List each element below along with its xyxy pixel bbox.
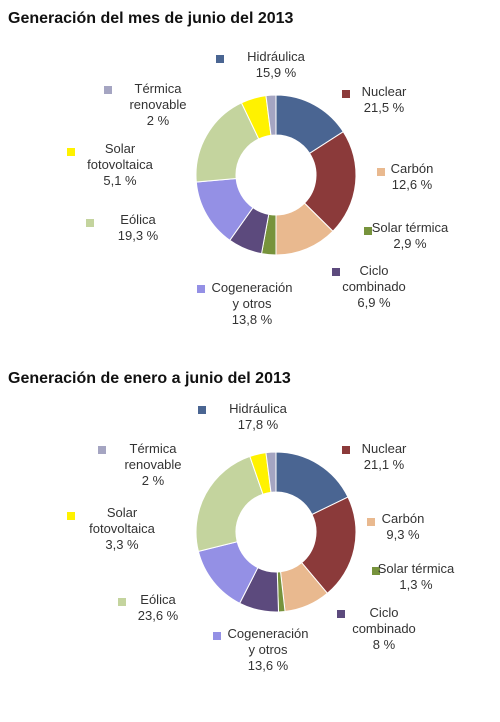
- slice-label: Solar térmica 2,9 %: [372, 220, 449, 251]
- legend-swatch: [332, 268, 340, 276]
- chart-title: Generación de enero a junio del 2013: [8, 370, 291, 387]
- slice-label: Eólica 19,3 %: [118, 212, 159, 243]
- slice-label: Cogeneración y otros 13,6 %: [228, 626, 309, 673]
- legend-swatch: [337, 610, 345, 618]
- legend-swatch: [86, 219, 94, 227]
- slice-label: Térmica renovable 2 %: [124, 441, 181, 488]
- slice-térmica-renovable: [265, 94, 277, 136]
- legend-swatch: [342, 446, 350, 454]
- slice-label: Hidráulica 15,9 %: [247, 49, 306, 80]
- legend-swatch: [342, 90, 350, 98]
- slice-label: Solar fotovoltaica 3,3 %: [89, 505, 156, 552]
- legend-swatch: [98, 446, 106, 454]
- slice-label: Nuclear 21,5 %: [362, 84, 407, 115]
- legend-swatch: [377, 168, 385, 176]
- slice-térmica-renovable: [265, 451, 277, 493]
- slice-label: Eólica 23,6 %: [138, 592, 179, 623]
- legend-swatch: [216, 55, 224, 63]
- slice-label: Ciclo combinado 8 %: [352, 605, 416, 652]
- legend-swatch: [67, 148, 75, 156]
- slice-label: Solar fotovoltaica 5,1 %: [87, 141, 154, 188]
- donut-chart-june: Hidráulica 15,9 % Nuclear 21,5 % Carbón 12,6 …: [67, 49, 449, 327]
- slice-label: Solar térmica 1,3 %: [378, 561, 455, 592]
- slice-label: Ciclo combinado 6,9 %: [342, 263, 406, 310]
- slice-label: Carbón 9,3 %: [382, 511, 425, 542]
- legend-swatch: [118, 598, 126, 606]
- slice-eólica: [195, 455, 264, 553]
- legend-swatch: [372, 567, 380, 575]
- legend-swatch: [367, 518, 375, 526]
- legend-swatch: [198, 406, 206, 414]
- slice-label: Térmica renovable 2 %: [129, 81, 186, 128]
- slice-label: Nuclear 21,1 %: [362, 441, 407, 472]
- chart-june: Generación del mes de junio del 2013 Hid…: [0, 0, 500, 360]
- slice-label: Cogeneración y otros 13,8 %: [212, 280, 293, 327]
- legend-swatch: [104, 86, 112, 94]
- legend-swatch: [197, 285, 205, 293]
- legend-swatch: [364, 227, 372, 235]
- donut-chart-jan-jun: Hidráulica 17,8 % Nuclear 21,1 % Carbón 9,3 %…: [67, 401, 455, 673]
- legend-swatch: [213, 632, 221, 640]
- slice-label: Carbón 12,6 %: [391, 161, 434, 192]
- legend-swatch: [67, 512, 75, 520]
- chart-title: Generación del mes de junio del 2013: [8, 10, 294, 27]
- slice-label: Hidráulica 17,8 %: [229, 401, 288, 432]
- chart-jan-jun: Generación de enero a junio del 2013 Hid…: [0, 360, 500, 722]
